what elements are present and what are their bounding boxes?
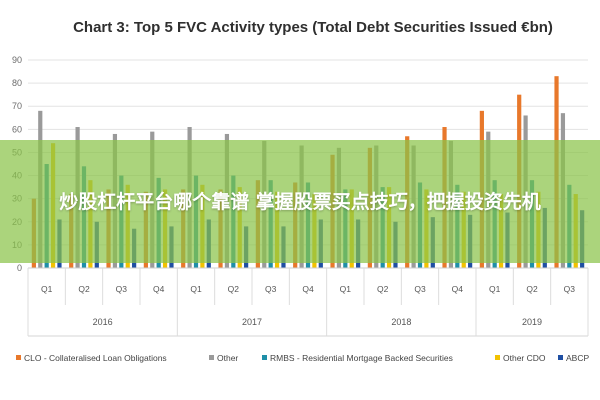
- x-tick-label: Q2: [228, 284, 240, 294]
- x-tick-label: Q3: [414, 284, 426, 294]
- y-tick-label: 70: [12, 101, 22, 111]
- year-label: 2018: [391, 317, 411, 327]
- x-tick-label: Q1: [489, 284, 501, 294]
- year-label: 2019: [522, 317, 542, 327]
- x-tick-label: Q2: [526, 284, 538, 294]
- chart-title: Chart 3: Top 5 FVC Activity types (Total…: [73, 19, 553, 36]
- x-axis: Q1 Q2 Q3 Q4 Q1 Q2 Q3 Q4 Q1 Q2 Q3 Q4 Q1 Q2 Q3 2016 2017 20…: [27, 267, 589, 337]
- x-tick-label: Q3: [564, 284, 576, 294]
- y-tick-label: 80: [12, 78, 22, 88]
- x-tick-label: Q1: [340, 284, 352, 294]
- x-tick-label: Q1: [190, 284, 202, 294]
- legend-label: Other: [217, 353, 238, 363]
- x-tick-label: Q4: [153, 284, 165, 294]
- legend-label: Other CDO: [503, 353, 546, 363]
- x-tick-label: Q1: [41, 284, 53, 294]
- y-tick-label: 90: [12, 55, 22, 65]
- legend-label: RMBS - Residential Mortgage Backed Secur…: [270, 353, 453, 363]
- x-tick-label: Q3: [116, 284, 128, 294]
- x-tick-label: Q2: [377, 284, 389, 294]
- x-tick-label: Q2: [78, 284, 90, 294]
- legend-label: CLO - Collateralised Loan Obligations: [24, 353, 167, 363]
- legend: CLO - Collateralised Loan Obligations Oth…: [16, 353, 589, 363]
- legend-swatch: [262, 355, 267, 360]
- year-label: 2017: [242, 317, 262, 327]
- legend-swatch: [209, 355, 214, 360]
- legend-swatch: [16, 355, 21, 360]
- year-label: 2016: [93, 317, 113, 327]
- legend-swatch: [495, 355, 500, 360]
- promo-banner[interactable]: 炒股杠杆平台哪个靠谱 掌握股票买点技巧，把握投资先机: [0, 140, 600, 263]
- y-tick-label: 0: [17, 263, 22, 273]
- x-tick-label: Q3: [265, 284, 277, 294]
- legend-label: ABCP: [566, 353, 589, 363]
- legend-swatch: [558, 355, 563, 360]
- promo-banner-text: 炒股杠杆平台哪个靠谱 掌握股票买点技巧，把握投资先机: [59, 190, 541, 213]
- x-tick-label: Q4: [302, 284, 314, 294]
- x-tick-label: Q4: [452, 284, 464, 294]
- y-tick-label: 60: [12, 124, 22, 134]
